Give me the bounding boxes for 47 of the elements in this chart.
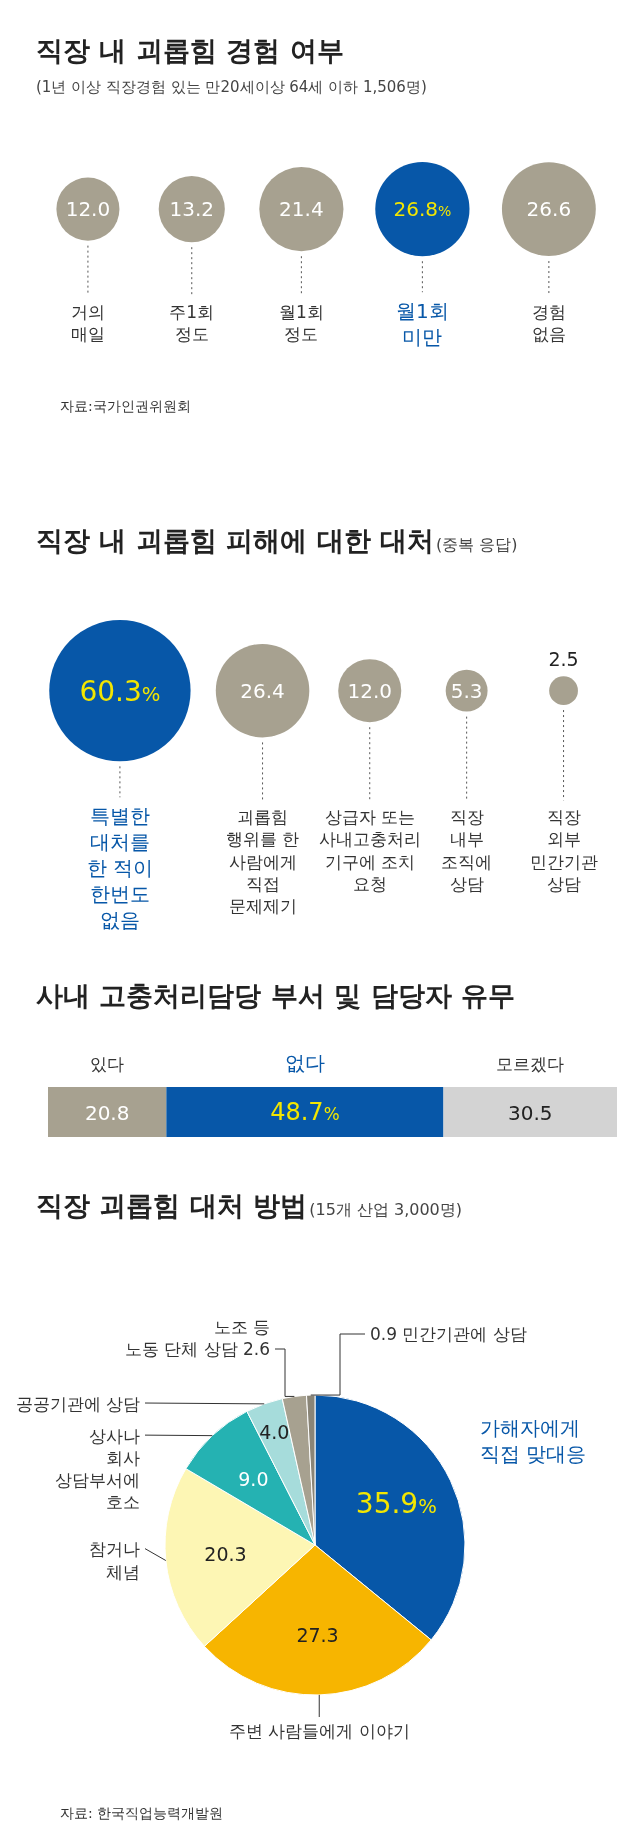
slice-label: 상사나 회사 상담부서에 호소	[55, 1425, 140, 1513]
category-label: 월1회 정도	[278, 302, 324, 345]
series-label: 모르겠다	[496, 1054, 565, 1074]
data-label: 26.6	[526, 197, 572, 222]
category-label: 직장 외부 민간기관 상담	[529, 807, 598, 894]
data-label: 2.5	[548, 648, 579, 671]
chart-title: 사내 고충처리담당 부서 및 담당자 유무	[36, 980, 515, 1011]
text: (1년 이상 직장경험 있는 만20세이상 64세 이하 1,506명)	[36, 78, 427, 96]
slice-label: 0.9 민간기관에 상담	[370, 1324, 527, 1344]
data-label: 27.3	[296, 1623, 339, 1646]
data-label: 4.0	[259, 1421, 290, 1444]
category-label: 괴롭힘 행위를 한 사람에게 직접 문제제기	[225, 807, 300, 916]
category-label: 주1회 정도	[169, 302, 215, 345]
slice-label: 노조 등 노동 단체 상담 2.6	[124, 1316, 270, 1359]
text: (중복 응답)	[436, 535, 518, 554]
category-label: 직장 내부 조직에 상담	[441, 807, 493, 894]
category-label: 특별한 대처를 한 적이 한번도 없음	[86, 804, 154, 933]
data-label: 9.0	[238, 1468, 269, 1491]
data-label: 21.4	[279, 197, 324, 222]
slice-label: 가해자에게 직접 맞대응	[480, 1416, 587, 1466]
slice-label: 참거나 체념	[89, 1539, 140, 1582]
data-label: 13.2	[169, 197, 215, 222]
slice-label: 공공기관에 상담	[15, 1393, 140, 1414]
text: 자료: 한국직업능력개발원	[60, 1805, 224, 1821]
data-label: 5.3	[450, 678, 483, 703]
slice-label: 주변 사람들에게 이야기	[228, 1721, 410, 1741]
series-label: 없다	[284, 1051, 325, 1075]
text: 자료:국가인권위원회	[60, 398, 191, 415]
text: 직장 내 괴롭힘 피해에 대한 대처	[36, 525, 434, 556]
text: 직장 내 괴롭힘 경험 여부	[36, 35, 344, 66]
data-label: 26.8%	[393, 197, 452, 222]
category-label: 거의 매일	[70, 302, 105, 345]
data-label: 48.7%	[270, 1098, 340, 1126]
data-label: 12.0	[347, 678, 392, 703]
data-label: 20.8	[84, 1101, 130, 1125]
chart-subtitle: (15개 산업 3,000명)	[309, 1200, 463, 1219]
data-label: 30.5	[507, 1101, 553, 1125]
data-label: 26.4	[240, 678, 285, 703]
data-label: 60.3%	[79, 674, 161, 708]
category-label: 상급자 또는 사내고충처리 기구에 조치 요청	[318, 807, 421, 894]
data-label: 20.3	[204, 1543, 247, 1566]
data-label: 35.9%	[355, 1487, 437, 1521]
category-label: 경험 없음	[531, 302, 566, 345]
data-label: 12.0	[65, 197, 111, 222]
series-label: 있다	[90, 1054, 125, 1074]
chart-title: 직장 괴롭힘 대처 방법	[36, 1190, 308, 1221]
category-label: 월1회 미만	[396, 299, 449, 350]
